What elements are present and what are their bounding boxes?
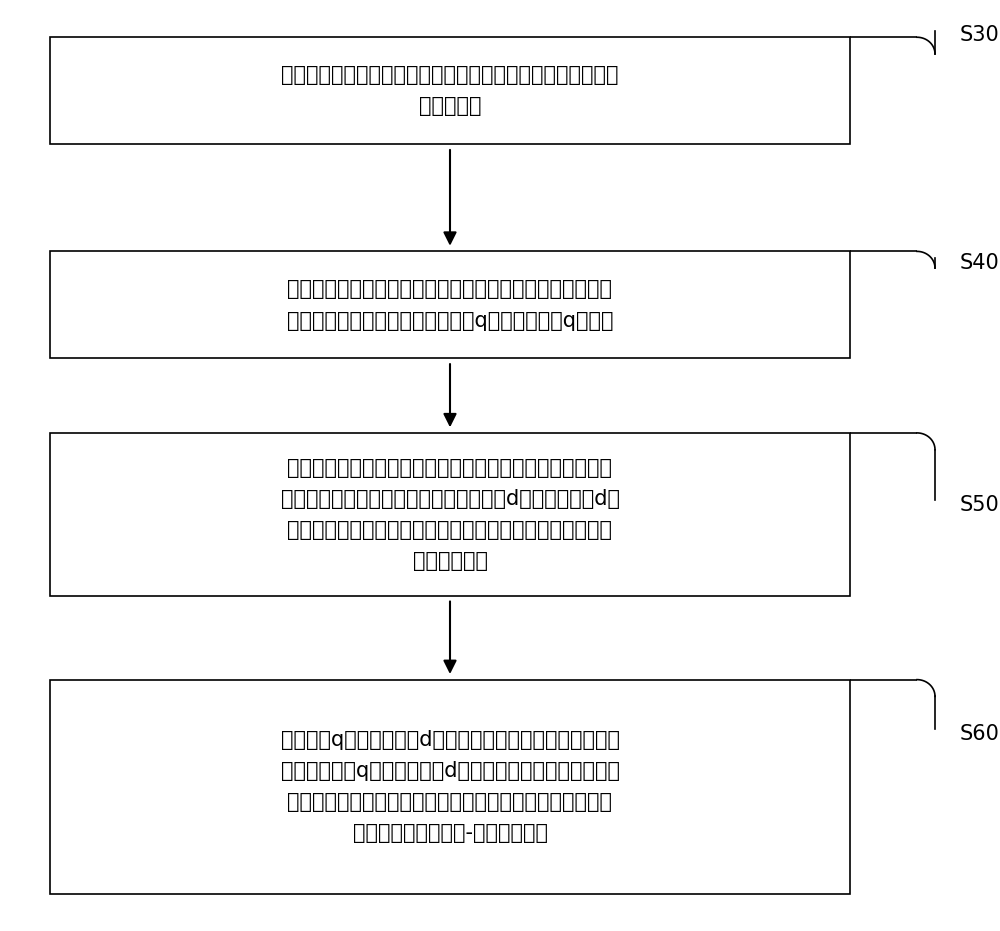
Text: 根据速度期望值、电机输出的速度值和预先建立的电机电磁
力模型，得到两侧电机绕组的第一q轴电压和第二q轴电压: 根据速度期望值、电机输出的速度值和预先建立的电机电磁 力模型，得到两侧电机绕组的… [287,279,613,331]
Text: S300: S300 [960,25,1000,46]
Text: 根据第一q轴电压和第一d轴电压转换得到一侧电机的三相电
压，根据第二q轴电压和第二d轴电压转换得到另一侧电机的
三相电压，根据一侧电机的三相电压和另一侧电机的三: 根据第一q轴电压和第一d轴电压转换得到一侧电机的三相电 压，根据第二q轴电压和第… [280,730,620,843]
FancyBboxPatch shape [50,251,850,358]
FancyBboxPatch shape [50,433,850,596]
Text: 根据动子偏移量期望值、电机输出的动子偏移量值和预设的
导向控制方程，得到两侧电机绕组的第一d轴电压和第二d轴
电压；其中，预设的导向控制方程是根据预先建立的电机: 根据动子偏移量期望值、电机输出的动子偏移量值和预设的 导向控制方程，得到两侧电机… [280,457,620,572]
Text: 获取速度期望值、动子偏移量期望值、电机输出的速度值和动
子偏移量值: 获取速度期望值、动子偏移量期望值、电机输出的速度值和动 子偏移量值 [281,65,619,116]
Text: S600: S600 [960,723,1000,744]
Text: S400: S400 [960,252,1000,273]
FancyBboxPatch shape [50,37,850,144]
Text: S500: S500 [960,494,1000,515]
FancyBboxPatch shape [50,680,850,894]
